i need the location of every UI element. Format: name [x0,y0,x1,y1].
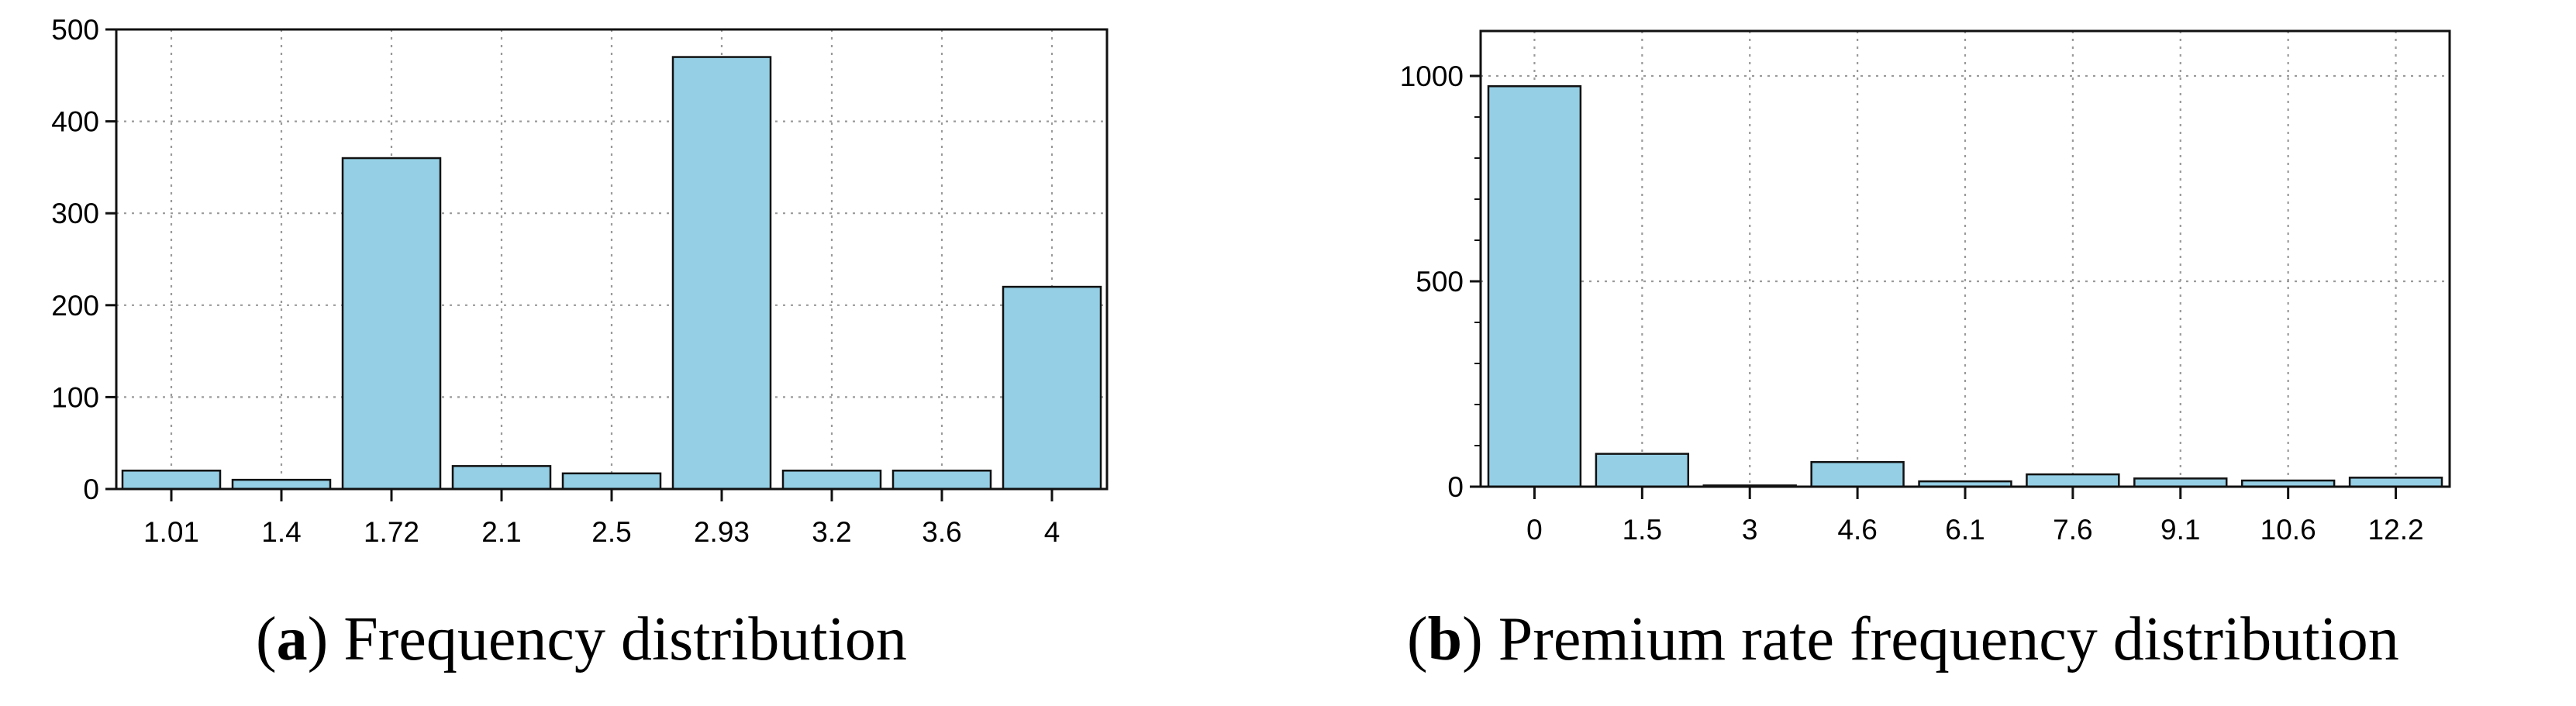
chart-a-ytick-label: 100 [51,381,99,413]
chart-a-bar [231,478,332,491]
chart-panel-b: 0 500 1000 0 1.5 3 4.6 6.1 7.6 9.1 10.6 12.2 (b) Pr… [1333,0,2576,706]
chart-a-bar [561,472,662,491]
chart-a-xtick-label: 2.93 [694,516,750,548]
chart-a-xtick-label: 4 [1044,516,1060,548]
chart-b-xtick-label: 12.2 [2368,514,2424,546]
chart-b-bar [1487,85,1582,488]
chart-a-xtick-label: 1.01 [143,516,199,548]
chart-a-ytick-label: 400 [51,106,99,138]
caption-a-label: a [276,605,308,673]
chart-a-ytick-label: 0 [83,474,99,505]
chart-a-bar [1002,285,1102,491]
chart-b-bar [2348,477,2443,488]
caption-a-text: Frequency distribution [343,605,907,673]
chart-b-bar [1810,460,1905,488]
chart-b-plot-frame [1479,29,2451,488]
chart-b-xtick-label: 1.5 [1623,514,1662,546]
chart-a-bar [341,157,442,491]
caption-b: (b) Premium rate frequency distribution [1407,605,2399,673]
chart-a-xtick-label: 1.72 [364,516,419,548]
chart-b-svg: 0 500 1000 0 1.5 3 4.6 6.1 7.6 9.1 10.6 12.2 [1400,29,2451,546]
chart-a-bar [451,465,552,491]
chart-a-ytick-label: 200 [51,290,99,322]
chart-a-bar [891,470,992,491]
caption-a: (a) Frequency distribution [256,605,907,673]
caption-b-label: b [1427,605,1463,673]
chart-b-xtick-label: 7.6 [2053,514,2092,546]
caption-b-text: Premium rate frequency distribution [1498,605,2399,673]
chart-b-bar [2133,477,2228,488]
chart-panel-a: 0 100 200 300 400 500 1.01 1.4 1.72 2.1 2.5 2.93 3.2… [0,0,1140,706]
chart-b-xtick-label: 10.6 [2260,514,2316,546]
chart-a-ytick-label: 300 [51,198,99,229]
chart-b-xtick-label: 9.1 [2160,514,2200,546]
chart-b-xtick-label: 6.1 [1945,514,1985,546]
chart-a-xtick-label: 2.5 [591,516,631,548]
chart-a-xtick-label: 1.4 [261,516,301,548]
chart-a-bar [121,470,222,491]
chart-a-ytick-label: 500 [51,14,99,46]
chart-a-xtick-label: 2.1 [481,516,521,548]
chart-b-ytick-label: 500 [1416,266,1464,298]
chart-b-bar [1595,453,1690,488]
chart-b-bar [2026,473,2120,488]
chart-a-plot-frame [115,28,1109,491]
chart-b-ytick-label: 0 [1447,471,1464,503]
chart-b-xtick-label: 4.6 [1837,514,1877,546]
chart-a-xtick-label: 3.2 [812,516,851,548]
chart-a-xtick-label: 3.6 [922,516,961,548]
chart-b-xtick-label: 0 [1526,514,1543,546]
chart-a-svg: 0 100 200 300 400 500 1.01 1.4 1.72 2.1 2.5 2.93 3.2… [51,14,1109,548]
chart-a-bar [781,470,882,491]
chart-b-ytick-label: 1000 [1400,60,1464,92]
chart-b-xtick-label: 3 [1742,514,1758,546]
chart-a-bar [671,56,772,491]
